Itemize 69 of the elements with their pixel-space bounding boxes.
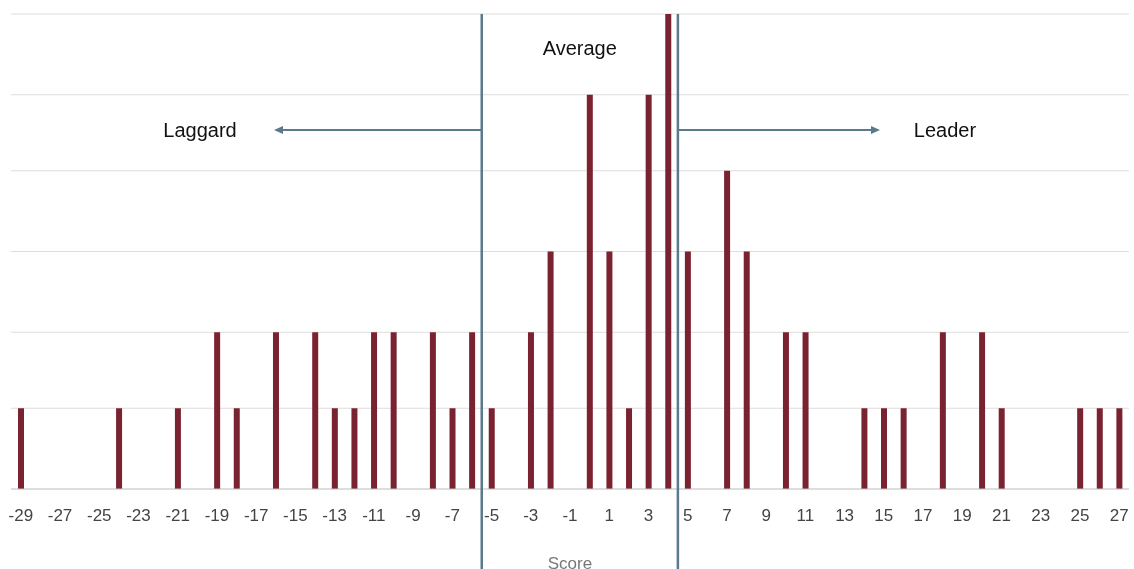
bar	[390, 332, 397, 489]
x-tick-label: 19	[952, 506, 972, 526]
x-tick-label: -11	[362, 506, 386, 526]
bar	[371, 332, 378, 489]
bar	[1096, 408, 1103, 489]
annotation: Average	[542, 36, 617, 60]
x-tick-label: 23	[1031, 506, 1051, 526]
x-tick-label: 9	[761, 506, 771, 526]
x-tick-label: -29	[8, 506, 34, 526]
x-tick-label: -21	[165, 506, 191, 526]
bar	[586, 94, 593, 489]
bar	[881, 408, 888, 489]
bar	[1116, 408, 1123, 489]
x-tick-label: -27	[47, 506, 73, 526]
annotation: Laggard	[163, 118, 237, 142]
bar	[802, 332, 809, 489]
x-tick-label: -3	[523, 506, 539, 526]
x-tick-label: -9	[405, 506, 421, 526]
bar	[900, 408, 907, 489]
x-tick-label: 15	[874, 506, 894, 526]
x-tick-label: 1	[604, 506, 614, 526]
x-tick-label: -25	[86, 506, 112, 526]
x-tick-label: 13	[835, 506, 855, 526]
x-axis-title: Score	[547, 554, 593, 569]
bar	[527, 332, 534, 489]
bar	[547, 251, 554, 489]
bar	[214, 332, 221, 489]
x-tick-label: 7	[722, 506, 732, 526]
bar	[351, 408, 358, 489]
bar	[429, 332, 436, 489]
x-tick-label: 11	[796, 506, 815, 526]
x-tick-label: 17	[913, 506, 933, 526]
bar	[665, 14, 672, 489]
bar	[174, 408, 181, 489]
bar	[939, 332, 946, 489]
bar	[469, 332, 476, 489]
bar	[743, 251, 750, 489]
annotation: Leader	[913, 118, 977, 142]
x-tick-label: -1	[562, 506, 578, 526]
x-tick-label: -15	[283, 506, 308, 526]
bar	[684, 251, 691, 489]
bar	[861, 408, 868, 489]
bar	[488, 408, 495, 489]
bar	[1077, 408, 1084, 489]
bar	[606, 251, 613, 489]
bar	[272, 332, 279, 489]
x-tick-label: -23	[126, 506, 151, 526]
bar	[979, 332, 986, 489]
bar	[782, 332, 789, 489]
bar	[449, 408, 456, 489]
bar	[645, 94, 652, 489]
bar	[116, 408, 123, 489]
x-tick-label: 21	[992, 506, 1011, 526]
x-tick-label: -7	[444, 506, 460, 526]
bar	[998, 408, 1005, 489]
x-tick-label: -17	[243, 506, 269, 526]
bar	[626, 408, 633, 489]
bar	[312, 332, 319, 489]
x-tick-label: 25	[1070, 506, 1090, 526]
x-tick-label: 5	[682, 506, 693, 526]
x-tick-label: -13	[322, 506, 347, 526]
bar	[18, 408, 24, 489]
bar	[331, 408, 338, 489]
x-tick-label: -5	[483, 506, 500, 526]
bar	[724, 170, 731, 489]
x-tick-label: 3	[643, 506, 654, 526]
x-tick-label: -19	[204, 506, 230, 526]
x-tick-label: 27	[1109, 506, 1129, 526]
bar	[233, 408, 240, 489]
